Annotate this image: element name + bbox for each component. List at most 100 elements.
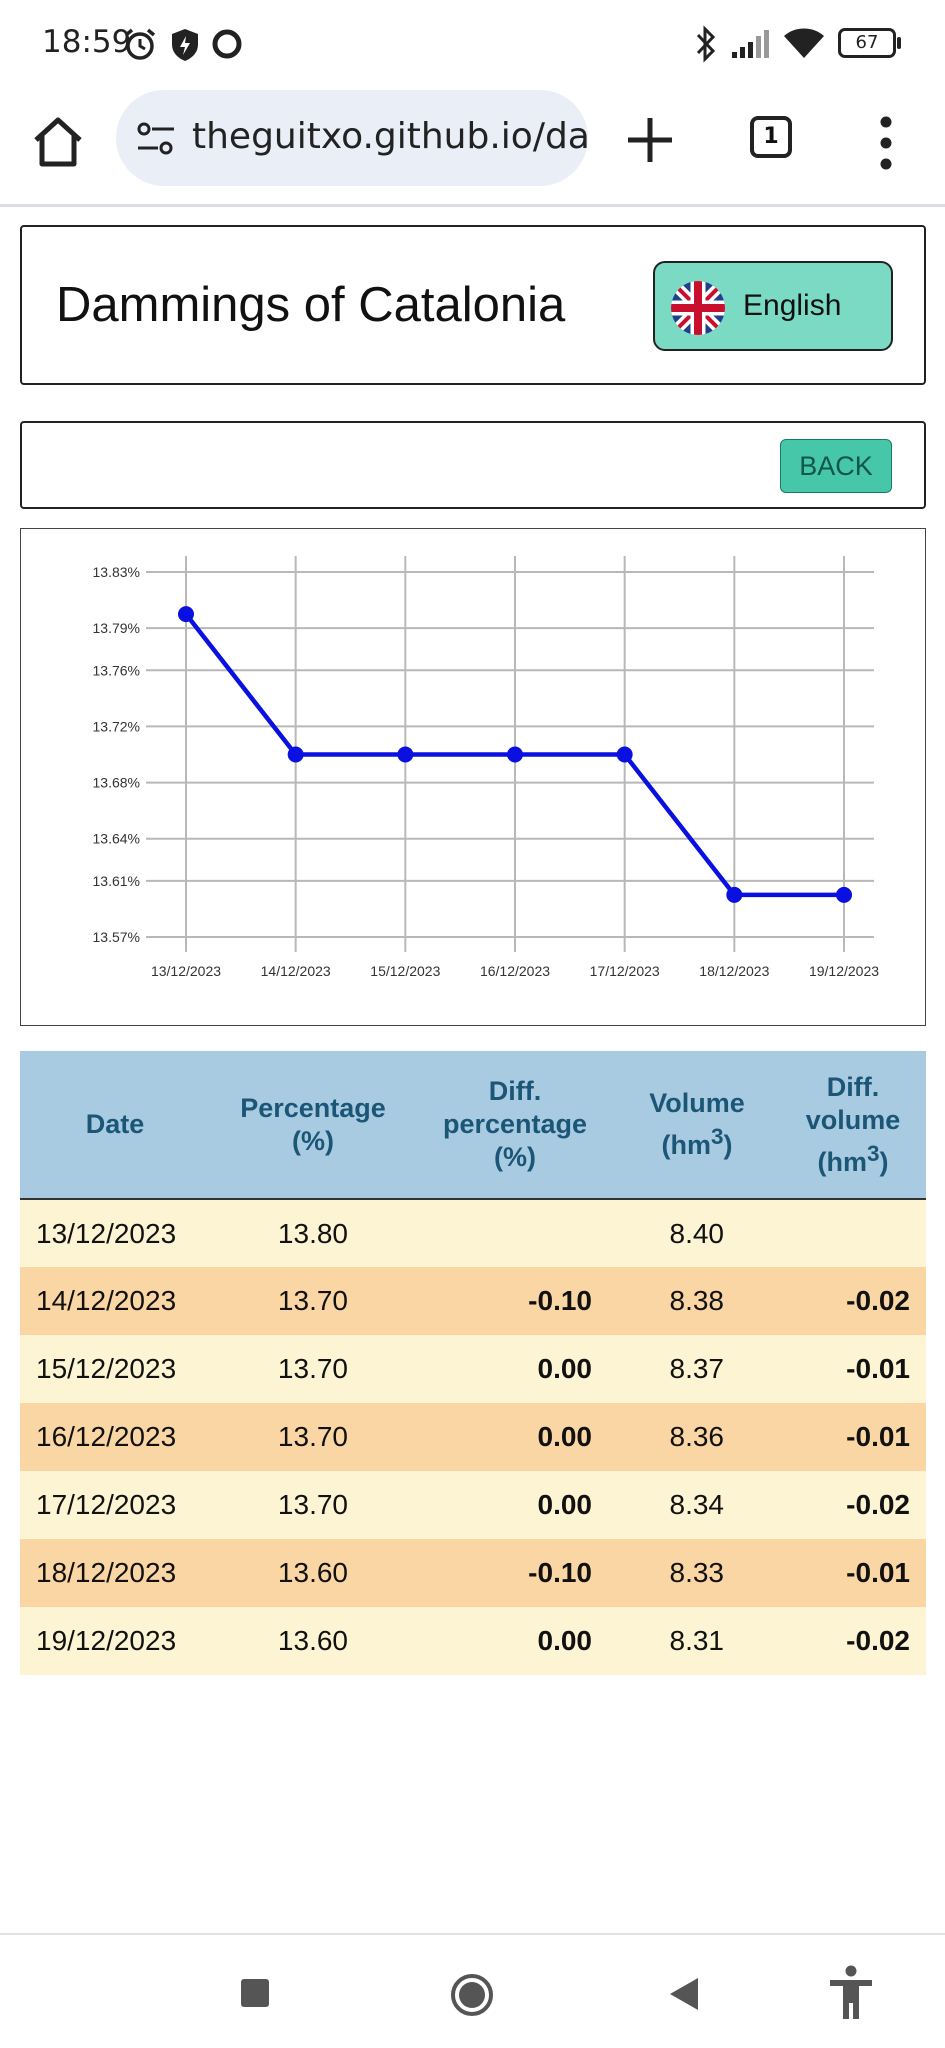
signal-icon — [732, 30, 769, 58]
alarm-icon — [124, 28, 156, 60]
data-table: Date Percentage (%) Diff. percentage (%)… — [20, 1051, 926, 1675]
x-tick-label: 14/12/2023 — [261, 963, 331, 979]
browser-toolbar: theguitxo.github.io/da 1 — [0, 86, 945, 206]
data-point[interactable] — [178, 606, 194, 623]
back-nav-icon[interactable] — [668, 1977, 700, 2011]
page-header: Dammings of Catalonia English — [20, 225, 926, 385]
table-row: 19/12/2023 13.60 0.00 8.31 -0.02 — [20, 1607, 926, 1675]
x-tick-label: 16/12/2023 — [480, 963, 550, 979]
x-tick-label: 19/12/2023 — [809, 963, 879, 979]
cell-diff-volume: -0.01 — [846, 1421, 910, 1452]
header-date-label: Date — [85, 1109, 145, 1139]
status-bar: 18:59 67 — [0, 0, 945, 86]
uk-flag-icon — [671, 281, 725, 335]
header-percentage-line1: Percentage — [240, 1092, 386, 1123]
accessibility-icon[interactable] — [828, 1965, 874, 2021]
cell-percentage: 13.70 — [277, 1421, 348, 1452]
header-volume: Volume (hm3) — [614, 1051, 780, 1200]
shield-icon — [172, 29, 198, 61]
x-tick-label: 13/12/2023 — [151, 963, 221, 979]
cell-percentage: 13.60 — [277, 1625, 348, 1656]
plus-icon[interactable] — [624, 114, 676, 166]
more-icon[interactable] — [876, 108, 896, 178]
cell-diff-volume: -0.02 — [846, 1285, 910, 1316]
cell-diff-volume: -0.02 — [846, 1625, 910, 1656]
cell-diff-percentage: 0.00 — [537, 1489, 593, 1520]
home-icon[interactable] — [30, 112, 86, 172]
recents-icon[interactable] — [240, 1978, 270, 2008]
status-time: 18:59 — [42, 24, 132, 60]
cell-volume: 8.37 — [669, 1353, 725, 1384]
y-tick-label: 13.76% — [93, 662, 140, 678]
toolbar-divider — [0, 204, 945, 207]
cell-volume: 8.36 — [669, 1421, 725, 1452]
cell-diff-percentage: -0.10 — [528, 1557, 592, 1588]
cell-volume: 8.33 — [669, 1557, 725, 1588]
header-diff-percentage-line3: (%) — [494, 1142, 536, 1172]
system-nav-bar — [0, 1935, 945, 2048]
home-nav-icon[interactable] — [450, 1973, 494, 2017]
header-volume-unit: (hm — [661, 1130, 711, 1160]
tabs-icon[interactable]: 1 — [750, 116, 792, 158]
header-diff-volume-unit: (hm — [817, 1146, 867, 1177]
header-volume-close: ) — [723, 1130, 733, 1160]
cell-date: 14/12/2023 — [36, 1285, 177, 1316]
cell-date: 19/12/2023 — [36, 1625, 177, 1656]
circle-icon — [212, 29, 242, 59]
table-row: 13/12/2023 13.80 8.40 — [20, 1199, 926, 1267]
address-bar[interactable]: theguitxo.github.io/da — [116, 90, 588, 186]
cell-volume: 8.38 — [669, 1285, 725, 1316]
y-tick-label: 13.83% — [93, 564, 140, 580]
data-point[interactable] — [616, 746, 633, 763]
tune-icon[interactable] — [136, 120, 176, 158]
data-point[interactable] — [726, 886, 743, 903]
y-tick-label: 13.64% — [93, 831, 140, 847]
cell-diff-volume: -0.01 — [846, 1557, 910, 1588]
chart-container: 13.57% 13.61% 13.64% 13.68% 13.72% 13.76% 13.7… — [20, 528, 926, 1026]
header-date: Date — [20, 1051, 210, 1200]
language-button[interactable]: English — [653, 261, 893, 351]
line-chart: 13.57% 13.61% 13.64% 13.68% 13.72% 13.76% 13.7… — [93, 556, 879, 979]
url-text[interactable]: theguitxo.github.io/da — [192, 116, 588, 157]
cell-diff-percentage — [416, 1199, 614, 1267]
data-point[interactable] — [287, 746, 304, 763]
table-row: 18/12/2023 13.60 -0.10 8.33 -0.01 — [20, 1539, 926, 1607]
cell-diff-volume — [780, 1199, 926, 1267]
cell-diff-volume: -0.01 — [846, 1353, 910, 1384]
data-point[interactable] — [397, 746, 414, 763]
y-tick-label: 13.72% — [93, 718, 140, 734]
cell-date: 18/12/2023 — [36, 1557, 177, 1588]
y-tick-label: 13.79% — [93, 620, 140, 636]
y-tick-label: 13.57% — [93, 929, 140, 945]
data-point[interactable] — [507, 746, 523, 763]
header-diff-volume-line1: Diff. — [826, 1071, 880, 1102]
cell-volume: 8.31 — [669, 1625, 725, 1656]
table-row: 16/12/2023 13.70 0.00 8.36 -0.01 — [20, 1403, 926, 1471]
table-row: 15/12/2023 13.70 0.00 8.37 -0.01 — [20, 1335, 926, 1403]
cell-date: 17/12/2023 — [36, 1489, 177, 1520]
page-title: Dammings of Catalonia — [56, 278, 566, 332]
wifi-icon — [784, 28, 824, 58]
cell-diff-volume: -0.02 — [846, 1489, 910, 1520]
cell-date: 16/12/2023 — [36, 1421, 177, 1452]
header-percentage: Percentage (%) — [210, 1051, 416, 1200]
back-button[interactable]: BACK — [780, 439, 892, 493]
header-diff-percentage-line2: percentage — [442, 1109, 588, 1139]
cell-percentage: 13.70 — [277, 1353, 348, 1384]
header-percentage-line2: (%) — [292, 1125, 334, 1156]
battery-cap — [897, 37, 901, 49]
y-tick-label: 13.61% — [93, 873, 140, 889]
cell-percentage: 13.80 — [277, 1217, 348, 1249]
cell-diff-percentage: 0.00 — [537, 1625, 593, 1656]
cell-date: 13/12/2023 — [36, 1217, 177, 1249]
cell-percentage: 13.70 — [277, 1285, 348, 1316]
bluetooth-icon — [696, 25, 716, 63]
table-body: 13/12/2023 13.80 8.40 14/12/2023 13.70 -0.10 8… — [20, 1199, 926, 1675]
battery-level: 67 — [855, 32, 879, 53]
cell-percentage: 13.60 — [277, 1557, 348, 1588]
data-point[interactable] — [836, 886, 852, 903]
back-bar: BACK — [20, 421, 926, 509]
header-diff-volume: Diff. volume (hm3) — [780, 1051, 926, 1200]
cell-percentage: 13.70 — [277, 1489, 348, 1520]
header-volume-exp: 3 — [710, 1124, 724, 1149]
